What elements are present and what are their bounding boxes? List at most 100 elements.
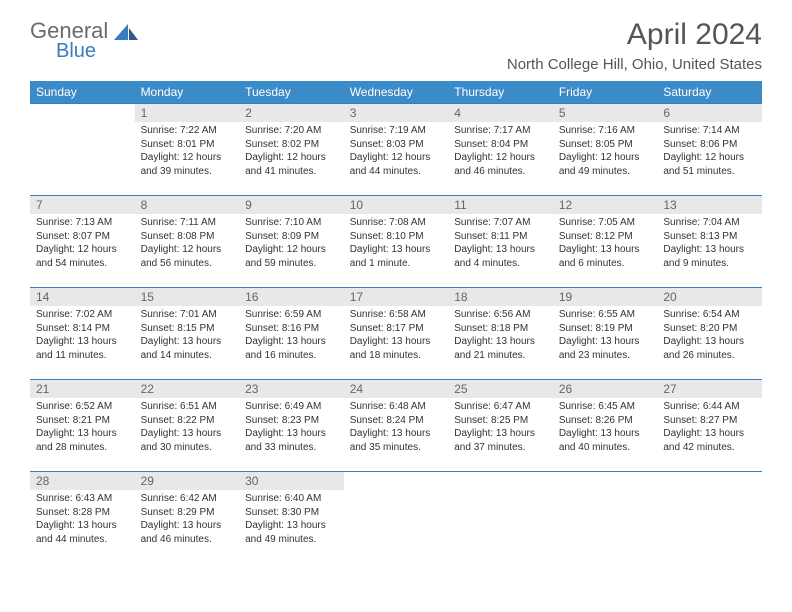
calendar-cell	[657, 472, 762, 562]
sunset-text: Sunset: 8:24 PM	[350, 414, 443, 428]
sunrise-text: Sunrise: 7:04 AM	[663, 216, 756, 230]
day-number: 12	[553, 196, 658, 214]
daylight-text: Daylight: 13 hours	[245, 335, 338, 349]
sunrise-text: Sunrise: 6:55 AM	[559, 308, 652, 322]
logo: General Blue	[30, 18, 108, 62]
daylight-text: and 49 minutes.	[559, 165, 652, 179]
day-number: 8	[135, 196, 240, 214]
sunrise-text: Sunrise: 6:44 AM	[663, 400, 756, 414]
sunrise-text: Sunrise: 7:07 AM	[454, 216, 547, 230]
day-details: Sunrise: 7:07 AMSunset: 8:11 PMDaylight:…	[448, 214, 553, 274]
sunrise-text: Sunrise: 7:02 AM	[36, 308, 129, 322]
sunset-text: Sunset: 8:10 PM	[350, 230, 443, 244]
day-details: Sunrise: 7:17 AMSunset: 8:04 PMDaylight:…	[448, 122, 553, 182]
day-number: 10	[344, 196, 449, 214]
daylight-text: and 14 minutes.	[141, 349, 234, 363]
calendar-cell: 22Sunrise: 6:51 AMSunset: 8:22 PMDayligh…	[135, 380, 240, 472]
sunrise-text: Sunrise: 6:48 AM	[350, 400, 443, 414]
daylight-text: Daylight: 13 hours	[454, 243, 547, 257]
sunset-text: Sunset: 8:25 PM	[454, 414, 547, 428]
day-details: Sunrise: 6:48 AMSunset: 8:24 PMDaylight:…	[344, 398, 449, 458]
sunrise-text: Sunrise: 7:01 AM	[141, 308, 234, 322]
sunrise-text: Sunrise: 6:59 AM	[245, 308, 338, 322]
calendar-cell	[30, 104, 135, 196]
calendar-cell: 9Sunrise: 7:10 AMSunset: 8:09 PMDaylight…	[239, 196, 344, 288]
daylight-text: and 39 minutes.	[141, 165, 234, 179]
sunset-text: Sunset: 8:07 PM	[36, 230, 129, 244]
sunset-text: Sunset: 8:08 PM	[141, 230, 234, 244]
day-details: Sunrise: 6:56 AMSunset: 8:18 PMDaylight:…	[448, 306, 553, 366]
daylight-text: Daylight: 13 hours	[454, 427, 547, 441]
sunrise-text: Sunrise: 6:45 AM	[559, 400, 652, 414]
daylight-text: and 33 minutes.	[245, 441, 338, 455]
sunset-text: Sunset: 8:19 PM	[559, 322, 652, 336]
calendar-cell: 23Sunrise: 6:49 AMSunset: 8:23 PMDayligh…	[239, 380, 344, 472]
weekday-header: Sunday	[30, 81, 135, 104]
sunset-text: Sunset: 8:21 PM	[36, 414, 129, 428]
calendar-cell: 3Sunrise: 7:19 AMSunset: 8:03 PMDaylight…	[344, 104, 449, 196]
daylight-text: and 26 minutes.	[663, 349, 756, 363]
daylight-text: Daylight: 13 hours	[36, 335, 129, 349]
daylight-text: and 1 minute.	[350, 257, 443, 271]
daylight-text: and 37 minutes.	[454, 441, 547, 455]
calendar-cell: 26Sunrise: 6:45 AMSunset: 8:26 PMDayligh…	[553, 380, 658, 472]
daylight-text: and 41 minutes.	[245, 165, 338, 179]
sunset-text: Sunset: 8:28 PM	[36, 506, 129, 520]
day-number: 27	[657, 380, 762, 398]
sunrise-text: Sunrise: 7:19 AM	[350, 124, 443, 138]
daylight-text: Daylight: 13 hours	[559, 335, 652, 349]
daylight-text: and 16 minutes.	[245, 349, 338, 363]
daylight-text: Daylight: 13 hours	[350, 427, 443, 441]
sunset-text: Sunset: 8:23 PM	[245, 414, 338, 428]
day-number: 15	[135, 288, 240, 306]
daylight-text: Daylight: 12 hours	[141, 243, 234, 257]
calendar-cell: 15Sunrise: 7:01 AMSunset: 8:15 PMDayligh…	[135, 288, 240, 380]
daylight-text: and 56 minutes.	[141, 257, 234, 271]
day-details: Sunrise: 6:59 AMSunset: 8:16 PMDaylight:…	[239, 306, 344, 366]
daylight-text: and 28 minutes.	[36, 441, 129, 455]
sunrise-text: Sunrise: 6:49 AM	[245, 400, 338, 414]
sunrise-text: Sunrise: 6:56 AM	[454, 308, 547, 322]
weekday-header: Saturday	[657, 81, 762, 104]
sail-icon	[114, 24, 140, 47]
sunset-text: Sunset: 8:12 PM	[559, 230, 652, 244]
day-details: Sunrise: 6:40 AMSunset: 8:30 PMDaylight:…	[239, 490, 344, 550]
calendar-cell: 16Sunrise: 6:59 AMSunset: 8:16 PMDayligh…	[239, 288, 344, 380]
calendar-header-row: SundayMondayTuesdayWednesdayThursdayFrid…	[30, 81, 762, 104]
calendar-cell: 24Sunrise: 6:48 AMSunset: 8:24 PMDayligh…	[344, 380, 449, 472]
calendar-cell: 11Sunrise: 7:07 AMSunset: 8:11 PMDayligh…	[448, 196, 553, 288]
daylight-text: Daylight: 13 hours	[350, 243, 443, 257]
calendar-week-row: 1Sunrise: 7:22 AMSunset: 8:01 PMDaylight…	[30, 104, 762, 196]
weekday-header: Friday	[553, 81, 658, 104]
sunset-text: Sunset: 8:22 PM	[141, 414, 234, 428]
daylight-text: and 46 minutes.	[141, 533, 234, 547]
day-details: Sunrise: 7:20 AMSunset: 8:02 PMDaylight:…	[239, 122, 344, 182]
calendar-cell: 5Sunrise: 7:16 AMSunset: 8:05 PMDaylight…	[553, 104, 658, 196]
daylight-text: and 40 minutes.	[559, 441, 652, 455]
day-number: 1	[135, 104, 240, 122]
calendar-cell	[448, 472, 553, 562]
sunset-text: Sunset: 8:27 PM	[663, 414, 756, 428]
day-number: 9	[239, 196, 344, 214]
day-details: Sunrise: 6:54 AMSunset: 8:20 PMDaylight:…	[657, 306, 762, 366]
day-number: 21	[30, 380, 135, 398]
sunset-text: Sunset: 8:01 PM	[141, 138, 234, 152]
calendar-cell: 27Sunrise: 6:44 AMSunset: 8:27 PMDayligh…	[657, 380, 762, 472]
day-number: 14	[30, 288, 135, 306]
calendar-week-row: 21Sunrise: 6:52 AMSunset: 8:21 PMDayligh…	[30, 380, 762, 472]
sunset-text: Sunset: 8:26 PM	[559, 414, 652, 428]
day-details: Sunrise: 7:14 AMSunset: 8:06 PMDaylight:…	[657, 122, 762, 182]
calendar-cell: 14Sunrise: 7:02 AMSunset: 8:14 PMDayligh…	[30, 288, 135, 380]
calendar-cell: 13Sunrise: 7:04 AMSunset: 8:13 PMDayligh…	[657, 196, 762, 288]
calendar-cell: 10Sunrise: 7:08 AMSunset: 8:10 PMDayligh…	[344, 196, 449, 288]
sunrise-text: Sunrise: 7:14 AM	[663, 124, 756, 138]
sunrise-text: Sunrise: 7:13 AM	[36, 216, 129, 230]
day-details: Sunrise: 6:49 AMSunset: 8:23 PMDaylight:…	[239, 398, 344, 458]
daylight-text: Daylight: 13 hours	[141, 335, 234, 349]
daylight-text: and 44 minutes.	[36, 533, 129, 547]
calendar-table: SundayMondayTuesdayWednesdayThursdayFrid…	[30, 81, 762, 562]
calendar-cell: 17Sunrise: 6:58 AMSunset: 8:17 PMDayligh…	[344, 288, 449, 380]
day-details: Sunrise: 7:16 AMSunset: 8:05 PMDaylight:…	[553, 122, 658, 182]
sunset-text: Sunset: 8:06 PM	[663, 138, 756, 152]
daylight-text: and 11 minutes.	[36, 349, 129, 363]
